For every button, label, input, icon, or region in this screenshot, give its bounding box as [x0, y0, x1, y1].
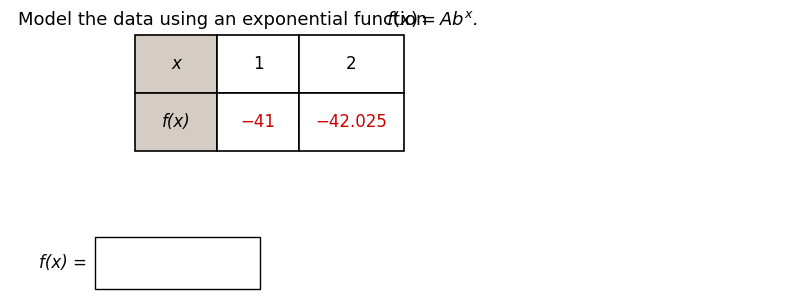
Bar [95, 237, 260, 289]
Bar [217, 35, 299, 93]
Bar [135, 35, 217, 93]
Bar [135, 93, 217, 151]
Text: −41: −41 [240, 113, 276, 131]
Bar [217, 93, 299, 151]
Bar [299, 93, 404, 151]
Text: x: x [171, 55, 181, 73]
Text: $f(x) = Ab^x$.: $f(x) = Ab^x$. [386, 9, 478, 29]
Text: 1: 1 [252, 55, 264, 73]
Text: Model the data using an exponential function: Model the data using an exponential func… [18, 11, 433, 29]
Bar [299, 35, 404, 93]
Text: −42.025: −42.025 [316, 113, 388, 131]
Text: 2: 2 [346, 55, 357, 73]
Text: f(x): f(x) [161, 113, 190, 131]
Text: f(x) =: f(x) = [39, 254, 87, 272]
